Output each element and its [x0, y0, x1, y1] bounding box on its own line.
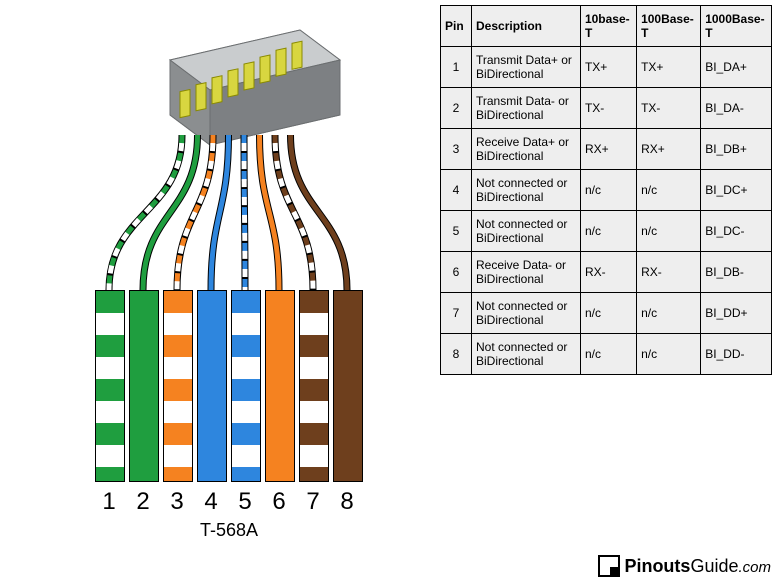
wire-number: 1 — [94, 488, 124, 516]
pinout-table: PinDescription10base-T100Base-T1000Base-… — [440, 5, 772, 375]
table-cell-pin: 4 — [441, 170, 472, 211]
table-cell: RX- — [580, 252, 636, 293]
table-panel: PinDescription10base-T100Base-T1000Base-… — [440, 0, 777, 581]
brand-suffix: .com — [738, 559, 771, 576]
table-cell: Not connected or BiDirectional — [472, 170, 581, 211]
table-cell: BI_DA+ — [701, 47, 772, 88]
table-cell: Transmit Data+ or BiDirectional — [472, 47, 581, 88]
wire-curves — [0, 0, 440, 300]
table-header: Description — [472, 6, 581, 47]
wire-number: 7 — [298, 488, 328, 516]
table-row: 1Transmit Data+ or BiDirectionalTX+TX+BI… — [441, 47, 772, 88]
table-header: Pin — [441, 6, 472, 47]
table-cell-pin: 2 — [441, 88, 472, 129]
table-row: 4Not connected or BiDirectionaln/cn/cBI_… — [441, 170, 772, 211]
wire-block — [265, 290, 295, 482]
table-cell: BI_DB- — [701, 252, 772, 293]
wire-number: 3 — [162, 488, 192, 516]
table-cell: RX+ — [580, 129, 636, 170]
table-cell: n/c — [580, 334, 636, 375]
table-cell-pin: 5 — [441, 211, 472, 252]
table-cell: Receive Data+ or BiDirectional — [472, 129, 581, 170]
table-cell: BI_DC- — [701, 211, 772, 252]
table-cell: BI_DA- — [701, 88, 772, 129]
table-cell: BI_DD+ — [701, 293, 772, 334]
table-cell: n/c — [580, 170, 636, 211]
table-cell: BI_DC+ — [701, 170, 772, 211]
brand-icon — [598, 555, 620, 577]
table-row: 5Not connected or BiDirectionaln/cn/cBI_… — [441, 211, 772, 252]
diagram-panel: 12345678 T-568A — [0, 0, 440, 581]
standard-label: T-568A — [200, 520, 258, 541]
table-row: 7Not connected or BiDirectionaln/cn/cBI_… — [441, 293, 772, 334]
table-cell: n/c — [637, 293, 701, 334]
table-header: 10base-T — [580, 6, 636, 47]
wire-block — [197, 290, 227, 482]
table-cell-pin: 3 — [441, 129, 472, 170]
table-cell: Not connected or BiDirectional — [472, 211, 581, 252]
table-cell: n/c — [637, 170, 701, 211]
brand-accent: Guide — [690, 556, 738, 576]
table-cell: BI_DD- — [701, 334, 772, 375]
table-cell: n/c — [580, 293, 636, 334]
table-cell-pin: 8 — [441, 334, 472, 375]
table-body: 1Transmit Data+ or BiDirectionalTX+TX+BI… — [441, 47, 772, 375]
main-container: 12345678 T-568A PinDescription10base-T10… — [0, 0, 777, 581]
table-cell: TX+ — [637, 47, 701, 88]
table-header: 100Base-T — [637, 6, 701, 47]
table-cell: Not connected or BiDirectional — [472, 293, 581, 334]
table-cell: n/c — [637, 334, 701, 375]
wire-number: 6 — [264, 488, 294, 516]
brand-footer: PinoutsGuide.com — [598, 555, 771, 577]
table-cell: RX- — [637, 252, 701, 293]
brand-main: Pinouts — [624, 556, 690, 576]
table-cell: TX+ — [580, 47, 636, 88]
table-row: 2Transmit Data- or BiDirectionalTX-TX-BI… — [441, 88, 772, 129]
wire-number: 4 — [196, 488, 226, 516]
wire-number: 2 — [128, 488, 158, 516]
table-cell: TX- — [637, 88, 701, 129]
wire-block — [95, 290, 125, 482]
table-cell: TX- — [580, 88, 636, 129]
table-row: 6Receive Data- or BiDirectionalRX-RX-BI_… — [441, 252, 772, 293]
wire-block — [231, 290, 261, 482]
table-cell: Transmit Data- or BiDirectional — [472, 88, 581, 129]
table-header-row: PinDescription10base-T100Base-T1000Base-… — [441, 6, 772, 47]
wire-number: 8 — [332, 488, 362, 516]
table-cell: Receive Data- or BiDirectional — [472, 252, 581, 293]
wire-block — [129, 290, 159, 482]
table-row: 8Not connected or BiDirectionaln/cn/cBI_… — [441, 334, 772, 375]
table-cell: RX+ — [637, 129, 701, 170]
brand-text: PinoutsGuide.com — [624, 556, 771, 577]
wire-block — [163, 290, 193, 482]
table-cell-pin: 6 — [441, 252, 472, 293]
table-cell: n/c — [637, 211, 701, 252]
table-cell-pin: 7 — [441, 293, 472, 334]
table-cell: n/c — [580, 211, 636, 252]
table-cell: Not connected or BiDirectional — [472, 334, 581, 375]
table-cell: BI_DB+ — [701, 129, 772, 170]
table-header: 1000Base-T — [701, 6, 772, 47]
table-row: 3Receive Data+ or BiDirectionalRX+RX+BI_… — [441, 129, 772, 170]
wire-block — [333, 290, 363, 482]
wire-number: 5 — [230, 488, 260, 516]
table-cell-pin: 1 — [441, 47, 472, 88]
wire-block — [299, 290, 329, 482]
